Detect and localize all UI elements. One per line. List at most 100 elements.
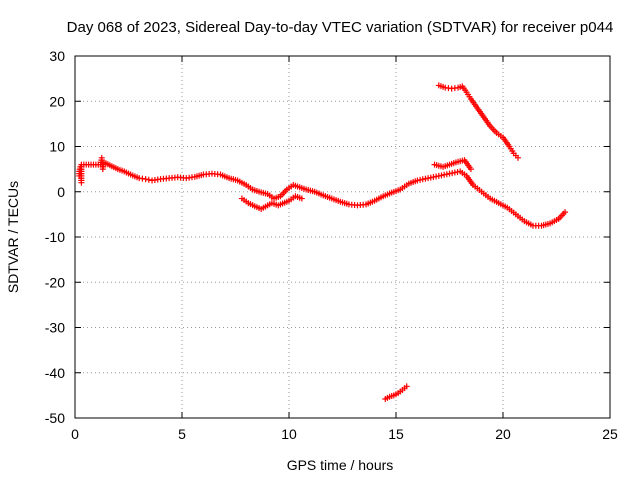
data-point [451,85,458,92]
data-point [125,170,132,177]
data-point [544,220,551,227]
data-point [223,174,230,181]
data-point [502,203,509,210]
data-point [485,121,492,128]
data-point [403,182,410,189]
y-tick-label: 10 [49,139,65,155]
data-point [509,148,516,155]
data-point [497,132,504,139]
data-point [378,194,385,201]
y-tick-label: 0 [57,184,65,200]
data-point [388,393,395,400]
data-point [527,221,534,228]
data-point [253,187,260,194]
data-point [296,194,303,201]
data-point [369,198,376,205]
x-tick-label: 10 [281,426,297,442]
data-point [473,103,480,110]
data-point [139,175,146,182]
grid [75,56,610,418]
y-axis-label: SDTVAR / TECUs [5,181,21,293]
data-point [457,83,464,90]
data-point [422,175,429,182]
y-tick-label: -30 [45,320,65,336]
data-point [450,160,457,167]
data-point [145,176,152,183]
y-tick-label: -40 [45,365,65,381]
data-point [386,190,393,197]
data-point [466,93,473,100]
x-tick-label: 20 [495,426,511,442]
data-point [519,216,526,223]
y-tick-label: -50 [45,410,65,426]
data-point [384,394,391,401]
data-point [360,201,367,208]
x-tick-label: 0 [71,426,79,442]
data-point [395,187,402,194]
data-point [290,194,297,201]
data-point [112,165,119,172]
data-point [134,174,141,181]
data-point [560,210,567,217]
data-point [445,85,452,92]
x-axis-label: GPS time / hours [287,457,394,473]
y-tick-label: 20 [49,93,65,109]
data-point [154,176,161,183]
data-point [459,157,466,164]
data-point [249,202,256,209]
data-point [510,209,517,216]
data-point [493,198,500,205]
data-point [505,141,512,148]
data-point [351,202,358,209]
data-point [171,174,178,181]
y-tick-label: 30 [49,48,65,64]
data-point [283,198,290,205]
data-point [462,87,469,94]
data-point [288,183,295,190]
axis-ticks: 0 5 10 15 20 25 30 20 10 0 -10 -20 -30 -40 -50 [45,48,618,442]
data-point [466,164,473,171]
data-point [318,191,325,198]
data-point [198,172,205,179]
data-point [440,83,447,90]
data-point [335,197,342,204]
data-point [294,183,301,190]
data-point [326,194,333,201]
y-tick-label: -20 [45,274,65,290]
data-point [491,128,498,135]
data-point [119,167,126,174]
data-point [214,171,221,178]
data-point [393,391,399,398]
data-point [188,174,195,181]
data-point [479,112,486,119]
data-point [282,188,289,195]
data-point [485,193,492,200]
data-point [461,171,468,178]
data-point [300,185,307,192]
data-point [401,385,408,392]
data-point [443,171,450,178]
data-point [433,173,440,180]
data-marks [76,82,569,402]
chart-title: Day 068 of 2023, Sidereal Day-to-day VTE… [67,19,614,36]
data-point [275,194,282,201]
data-point [553,217,560,224]
data-point [476,187,483,194]
data-point [163,175,170,182]
data-point [309,188,316,195]
data-point [180,174,187,181]
x-tick-label: 15 [388,426,404,442]
data-point [454,168,461,175]
data-point [397,388,404,395]
data-point [232,176,239,183]
data-point [262,190,269,197]
y-tick-label: -10 [45,229,65,245]
data-point [412,178,419,185]
x-tick-label: 5 [178,426,186,442]
data-point [247,184,254,191]
data-point [468,180,475,187]
data-point [343,200,350,207]
data-point [243,198,250,205]
data-point [268,194,275,201]
